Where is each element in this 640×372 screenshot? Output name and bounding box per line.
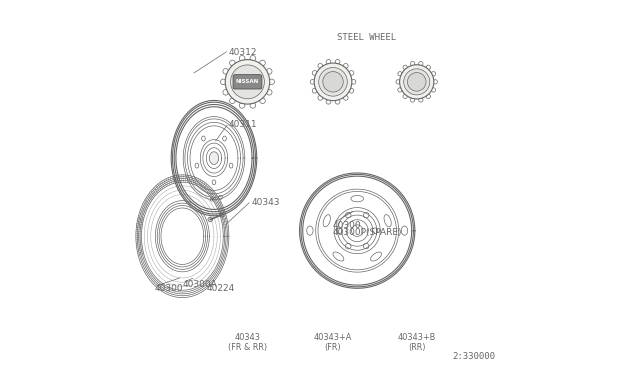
Circle shape: [364, 212, 369, 218]
Circle shape: [364, 243, 369, 249]
Ellipse shape: [333, 252, 344, 261]
Circle shape: [260, 60, 266, 66]
Text: 40343+A
(FR): 40343+A (FR): [314, 333, 352, 352]
Circle shape: [351, 225, 363, 237]
Ellipse shape: [401, 226, 408, 235]
Circle shape: [404, 69, 429, 95]
Circle shape: [410, 62, 415, 66]
Text: 2:330000: 2:330000: [452, 352, 495, 361]
Circle shape: [372, 228, 378, 233]
Circle shape: [250, 55, 255, 61]
Text: 40300: 40300: [154, 284, 183, 293]
Text: 40224: 40224: [207, 284, 235, 293]
Circle shape: [326, 60, 331, 64]
Ellipse shape: [384, 215, 391, 227]
Circle shape: [349, 89, 354, 93]
Circle shape: [431, 88, 436, 92]
Circle shape: [312, 89, 317, 93]
Text: 40300: 40300: [333, 221, 362, 230]
Text: 40312: 40312: [229, 48, 257, 57]
Circle shape: [399, 65, 434, 99]
Circle shape: [351, 80, 356, 84]
Circle shape: [310, 80, 315, 84]
Text: NISSAN: NISSAN: [236, 79, 259, 84]
Circle shape: [398, 72, 402, 76]
Circle shape: [319, 68, 348, 96]
Circle shape: [223, 90, 228, 95]
Ellipse shape: [202, 136, 205, 141]
Ellipse shape: [218, 195, 222, 199]
Text: 40343+B
(RR): 40343+B (RR): [397, 333, 436, 352]
Text: 40311: 40311: [229, 120, 257, 129]
Ellipse shape: [307, 226, 313, 235]
Circle shape: [346, 212, 351, 218]
Circle shape: [230, 60, 235, 66]
Text: 40343: 40343: [251, 198, 280, 207]
Text: 40300A: 40300A: [182, 280, 217, 289]
Circle shape: [318, 64, 323, 68]
Circle shape: [250, 103, 255, 108]
Circle shape: [346, 243, 351, 249]
Circle shape: [403, 65, 407, 70]
Ellipse shape: [371, 252, 381, 261]
Circle shape: [312, 71, 317, 75]
Circle shape: [326, 99, 331, 104]
Circle shape: [223, 68, 228, 74]
Circle shape: [318, 96, 323, 100]
Text: 40343
(FR & RR): 40343 (FR & RR): [228, 333, 267, 352]
Circle shape: [266, 90, 272, 95]
Circle shape: [419, 98, 423, 102]
FancyBboxPatch shape: [233, 75, 262, 89]
Circle shape: [314, 63, 352, 101]
Circle shape: [335, 99, 340, 104]
Circle shape: [410, 98, 415, 102]
Circle shape: [349, 71, 354, 75]
Circle shape: [396, 80, 400, 84]
Circle shape: [208, 217, 212, 222]
Circle shape: [408, 73, 426, 91]
Ellipse shape: [223, 136, 227, 141]
Circle shape: [239, 55, 245, 61]
Ellipse shape: [351, 195, 364, 202]
Circle shape: [431, 72, 436, 76]
Circle shape: [426, 94, 431, 99]
Circle shape: [403, 94, 407, 99]
Circle shape: [426, 65, 431, 70]
Ellipse shape: [212, 180, 216, 185]
Circle shape: [323, 71, 343, 92]
Circle shape: [344, 96, 348, 100]
Circle shape: [398, 88, 402, 92]
Circle shape: [225, 60, 269, 104]
Circle shape: [433, 80, 438, 84]
Circle shape: [269, 79, 275, 84]
Ellipse shape: [323, 215, 330, 227]
Circle shape: [419, 62, 423, 66]
Circle shape: [335, 60, 340, 64]
Ellipse shape: [209, 152, 219, 164]
Circle shape: [239, 103, 245, 108]
Circle shape: [260, 98, 266, 103]
Circle shape: [230, 65, 264, 99]
Text: 40300P(SPARE): 40300P(SPARE): [333, 228, 403, 237]
Ellipse shape: [229, 163, 233, 168]
Circle shape: [221, 79, 226, 84]
Circle shape: [337, 228, 342, 233]
Circle shape: [266, 68, 272, 74]
Ellipse shape: [195, 163, 198, 168]
Circle shape: [344, 64, 348, 68]
Circle shape: [220, 213, 223, 217]
Text: STEEL WHEEL: STEEL WHEEL: [337, 33, 396, 42]
Ellipse shape: [211, 198, 213, 201]
Circle shape: [230, 98, 235, 103]
